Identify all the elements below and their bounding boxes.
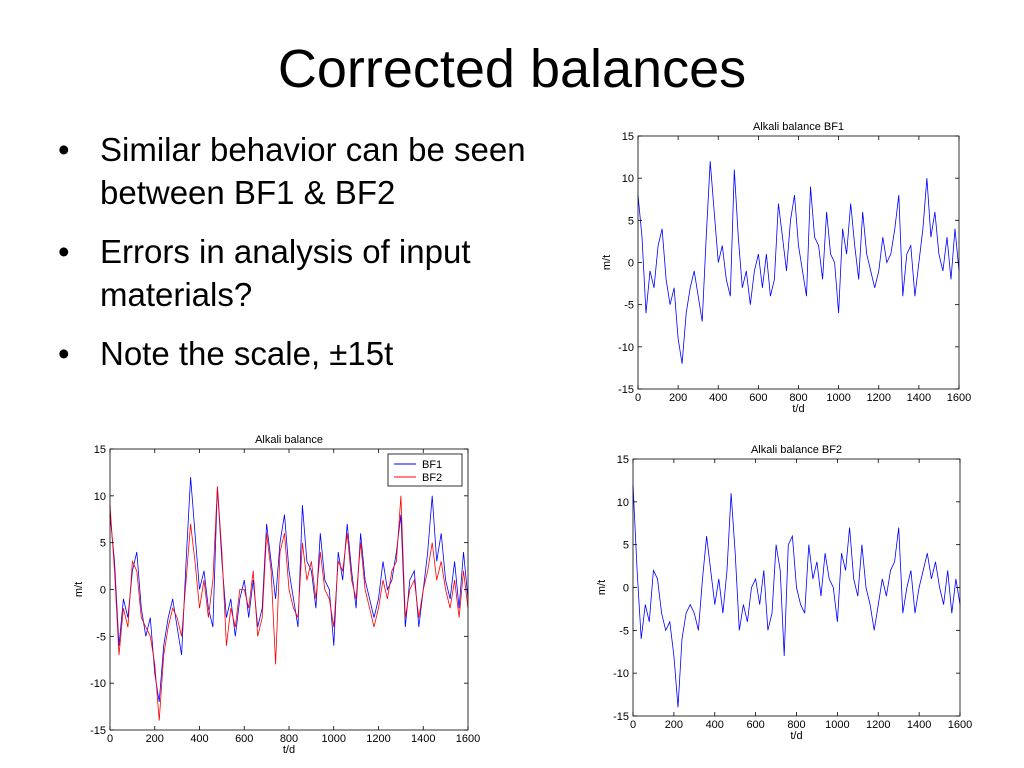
slide-title: Corrected balances — [277, 39, 747, 99]
bullet-item: • Errors in analysis of input materials? — [58, 230, 578, 316]
x-tick-label: 400 — [706, 719, 724, 731]
x-tick-label: 0 — [107, 733, 113, 745]
legend-label: BF1 — [422, 459, 442, 471]
y-tick-label: 15 — [622, 131, 634, 143]
x-tick-label: 0 — [635, 392, 641, 404]
y-tick-label: 0 — [100, 585, 106, 597]
x-tick-label: 600 — [749, 392, 767, 404]
x-tick-label: 600 — [746, 719, 764, 731]
x-axis-label: t/d — [283, 744, 295, 756]
y-tick-label: -15 — [90, 725, 106, 737]
bullet-text: Similar behavior can be seen between BF1… — [100, 131, 526, 211]
x-tick-label: 1400 — [907, 719, 931, 731]
x-tick-label: 1600 — [948, 719, 972, 731]
y-tick-label: 5 — [623, 540, 629, 552]
y-tick-label: 15 — [617, 454, 629, 466]
x-axis-label: t/d — [790, 730, 802, 742]
chart-bf2: Alkali balance BF2 0 200 400 600 800 1000 1200 1… — [596, 444, 972, 742]
chart-bf1: Alkali balance BF1 0 200 400 600 800 1000 1200 1… — [601, 121, 971, 415]
y-tick-label: -5 — [624, 300, 634, 312]
chart-title: Alkali balance — [255, 434, 323, 446]
y-tick-label: 15 — [94, 444, 106, 456]
series-line-0 — [637, 161, 960, 364]
y-tick-label: -10 — [618, 342, 634, 354]
y-tick-label: 10 — [622, 173, 634, 185]
y-tick-label: -5 — [96, 631, 106, 643]
x-tick-label: 800 — [789, 392, 807, 404]
y-axis-label: m/t — [73, 582, 85, 597]
x-tick-label: 1000 — [825, 719, 849, 731]
y-tick-label: -10 — [90, 678, 106, 690]
chart-title: Alkali balance BF1 — [753, 121, 844, 133]
y-tick-label: -15 — [618, 384, 634, 396]
x-tick-label: 800 — [787, 719, 805, 731]
x-tick-label: 600 — [235, 733, 253, 745]
y-tick-label: 10 — [94, 491, 106, 503]
bullet-list: • Similar behavior can be seen between BF… — [58, 128, 578, 391]
plot-frame — [637, 135, 960, 390]
chart-combined: Alkali balance 0 200 400 600 800 1000 1200 1400 1… — [73, 434, 480, 756]
y-tick-label: 0 — [628, 258, 634, 270]
y-tick-label: -10 — [613, 668, 629, 680]
x-tick-label: 1600 — [947, 392, 971, 404]
x-tick-label: 1400 — [411, 733, 435, 745]
x-axis-label: t/d — [792, 403, 804, 415]
bullet-item: • Similar behavior can be seen between BF… — [58, 128, 578, 214]
y-tick-label: -5 — [619, 625, 629, 637]
x-tick-label: 400 — [190, 733, 208, 745]
x-tick-label: 1200 — [866, 719, 890, 731]
x-tick-label: 0 — [630, 719, 636, 731]
x-tick-label: 200 — [665, 719, 683, 731]
bullet-item: • Note the scale, ±15t — [58, 332, 578, 375]
series-line-bf2 — [109, 486, 469, 721]
x-tick-label: 1000 — [322, 733, 346, 745]
legend-label: BF2 — [422, 472, 442, 484]
x-tick-label: 1000 — [826, 392, 850, 404]
y-tick-label: 5 — [628, 215, 634, 227]
x-tick-label: 400 — [709, 392, 727, 404]
x-tick-label: 1600 — [456, 733, 480, 745]
bullet-text: Note the scale, ±15t — [100, 335, 394, 372]
bullet-dot-icon: • — [58, 233, 70, 270]
legend-box — [387, 453, 463, 487]
y-tick-label: -15 — [613, 711, 629, 723]
x-tick-label: 1200 — [366, 733, 390, 745]
bullet-dot-icon: • — [58, 335, 70, 372]
chart-title: Alkali balance BF2 — [751, 444, 842, 456]
y-axis-label: m/t — [596, 580, 608, 595]
y-tick-label: 0 — [623, 583, 629, 595]
x-tick-label: 200 — [146, 733, 164, 745]
x-tick-label: 200 — [669, 392, 687, 404]
series-line-bf1 — [109, 477, 469, 702]
x-tick-label: 1400 — [907, 392, 931, 404]
y-tick-label: 10 — [617, 497, 629, 509]
bullet-text: Errors in analysis of input materials? — [100, 233, 471, 313]
bullet-dot-icon: • — [58, 131, 70, 168]
series-line-0 — [632, 484, 961, 708]
x-tick-label: 800 — [280, 733, 298, 745]
y-tick-label: 5 — [100, 538, 106, 550]
y-axis-label: m/t — [601, 255, 613, 270]
x-tick-label: 1200 — [867, 392, 891, 404]
